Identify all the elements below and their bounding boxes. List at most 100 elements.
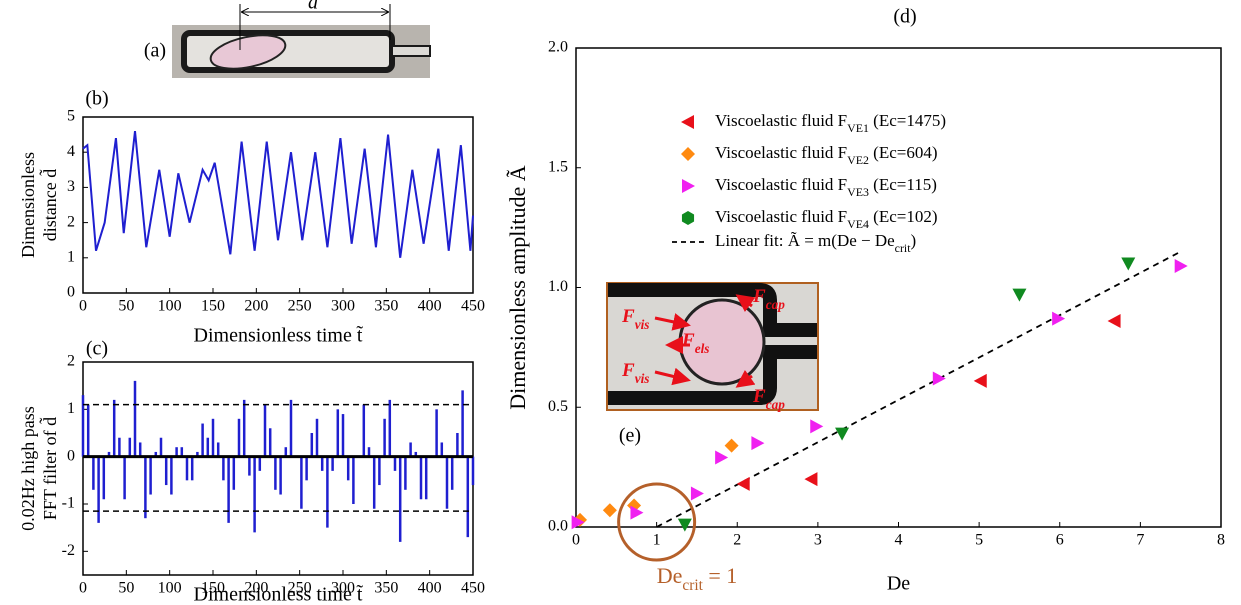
legend-label: Viscoelastic fluid FVE4 (Ec=102) xyxy=(715,207,938,231)
scatter-point xyxy=(602,503,617,518)
x-axis-label: Dimensionless time t̃ xyxy=(194,584,364,605)
x-tick-label: 150 xyxy=(201,580,225,597)
x-tick-label: 350 xyxy=(374,298,398,315)
y-axis-label: Dimensionless xyxy=(18,152,38,258)
y-tick-label: 0 xyxy=(67,284,75,301)
x-tick-label: 400 xyxy=(418,298,442,315)
y-axis-label: FFT filter of d̃ xyxy=(38,417,60,520)
x-axis-label: De xyxy=(887,573,910,595)
panel-label: (b) xyxy=(85,88,108,110)
y-tick-label: 3 xyxy=(67,178,75,195)
panel-label: (d) xyxy=(893,6,916,28)
x-tick-label: 400 xyxy=(418,580,442,597)
plot-frame xyxy=(82,361,474,576)
force-label: Fcap xyxy=(752,286,785,311)
x-tick-label: 50 xyxy=(118,580,134,597)
scatter-point xyxy=(571,515,585,530)
x-tick-label: 7 xyxy=(1136,532,1144,549)
inset-image xyxy=(606,282,819,411)
scatter-point xyxy=(724,438,739,453)
x-tick-label: 8 xyxy=(1217,532,1225,549)
scatter-point xyxy=(810,419,824,434)
scatter-point xyxy=(690,486,704,501)
x-tick-label: 450 xyxy=(461,580,485,597)
y-tick-label: -2 xyxy=(62,542,75,559)
x-tick-label: 300 xyxy=(331,580,355,597)
x-tick-label: 200 xyxy=(244,298,268,315)
y-tick-label: 1 xyxy=(67,248,75,265)
legend-marker xyxy=(681,211,695,225)
force-label: Fvis xyxy=(621,360,649,385)
dimension-label: d xyxy=(308,0,319,14)
legend-label: Linear fit: Ã = m(De − Decrit) xyxy=(715,231,916,255)
y-tick-label: -1 xyxy=(62,495,75,512)
scatter-point xyxy=(1012,288,1027,302)
legend-label: Viscoelastic fluid FVE3 (Ec=115) xyxy=(715,175,937,199)
legend-marker xyxy=(682,179,695,193)
scatter-point xyxy=(736,476,750,491)
y-tick-label: 0.0 xyxy=(548,518,568,535)
y-tick-label: 2.0 xyxy=(548,39,568,56)
y-tick-label: 0 xyxy=(67,447,75,464)
x-tick-label: 100 xyxy=(158,298,182,315)
x-tick-label: 2 xyxy=(733,532,741,549)
scatter-point xyxy=(1121,257,1136,271)
x-tick-label: 50 xyxy=(118,298,134,315)
plot-frame xyxy=(82,116,474,294)
legend-label: Viscoelastic fluid FVE2 (Ec=604) xyxy=(715,143,938,167)
y-tick-label: 1.0 xyxy=(548,278,568,295)
scatter-point xyxy=(1174,258,1188,273)
x-tick-label: 1 xyxy=(653,532,661,549)
x-tick-label: 250 xyxy=(288,580,312,597)
x-tick-label: 200 xyxy=(244,580,268,597)
x-tick-label: 350 xyxy=(374,580,398,597)
y-tick-label: 0.5 xyxy=(548,398,568,415)
panel-label: (a) xyxy=(144,40,166,62)
x-tick-label: 0 xyxy=(79,580,87,597)
scatter-point xyxy=(1052,311,1066,326)
scatter-point xyxy=(751,436,765,451)
y-axis-label: Dimensionless amplitude Ã xyxy=(505,165,530,410)
scatter-point xyxy=(715,450,729,465)
scatter-point xyxy=(677,518,692,532)
x-tick-label: 6 xyxy=(1056,532,1064,549)
panel-label: (c) xyxy=(86,338,108,360)
x-tick-label: 4 xyxy=(895,532,903,549)
force-label: Fvis xyxy=(621,306,649,331)
force-label: Fcap xyxy=(752,386,785,411)
y-tick-label: 4 xyxy=(67,143,75,160)
force-label: Fels xyxy=(681,330,709,355)
y-axis-label: 0.02Hz high pass xyxy=(18,406,38,531)
scatter-point xyxy=(932,371,946,386)
channel-image xyxy=(172,4,431,78)
x-tick-label: 3 xyxy=(814,532,822,549)
annotation: Decrit = 1 xyxy=(657,563,738,594)
x-tick-label: 450 xyxy=(461,298,485,315)
x-tick-label: 0 xyxy=(79,298,87,315)
legend-marker xyxy=(681,115,694,129)
scatter-point xyxy=(1107,314,1121,329)
x-axis-label: Dimensionless time t̃ xyxy=(194,325,364,347)
scatter-point xyxy=(973,373,987,388)
scatter-point xyxy=(804,472,818,487)
y-tick-label: 2 xyxy=(67,353,75,370)
legend-label: Viscoelastic fluid FVE1 (Ec=1475) xyxy=(715,111,946,135)
y-tick-label: 5 xyxy=(67,108,75,125)
inset-label: (e) xyxy=(619,425,641,447)
x-tick-label: 250 xyxy=(288,298,312,315)
x-tick-label: 100 xyxy=(158,580,182,597)
y-tick-label: 1.5 xyxy=(548,158,568,175)
legend-marker xyxy=(681,147,695,161)
x-tick-label: 150 xyxy=(201,298,225,315)
x-tick-label: 300 xyxy=(331,298,355,315)
scatter-point xyxy=(630,505,644,520)
x-tick-label: 0 xyxy=(572,532,580,549)
y-tick-label: 2 xyxy=(67,213,75,230)
y-tick-label: 1 xyxy=(67,400,75,417)
x-tick-label: 5 xyxy=(975,532,983,549)
scatter-point xyxy=(835,427,850,441)
y-axis-label: distance d̃ xyxy=(38,169,60,241)
highlight-circle xyxy=(617,482,697,562)
data-line xyxy=(82,130,474,258)
